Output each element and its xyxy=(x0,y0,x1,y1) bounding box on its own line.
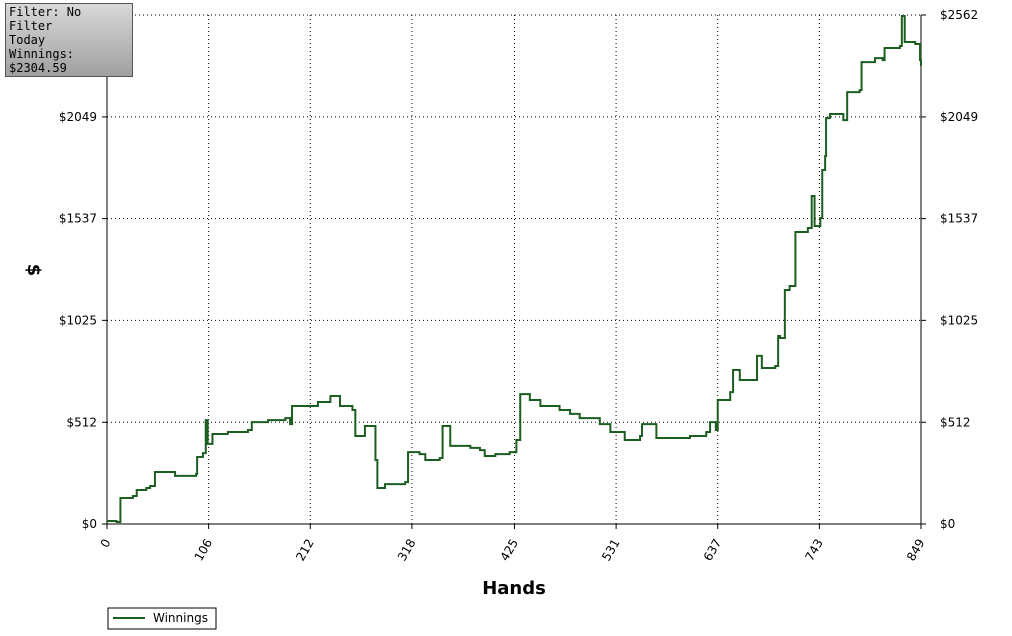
legend-label: Winnings xyxy=(153,611,208,625)
y-tick-label: $1025 xyxy=(59,313,97,327)
y2-tick-label: $1025 xyxy=(940,313,978,327)
info-box: Filter: No Filter Today Winnings: $2304.… xyxy=(5,3,133,77)
info-line: Filter: No Filter xyxy=(9,5,82,33)
x-tick-label: 531 xyxy=(599,537,623,564)
x-tick-label: 849 xyxy=(904,537,928,564)
x-tick-label: 212 xyxy=(293,537,317,564)
x-tick-label: 743 xyxy=(802,537,826,564)
info-line: Winnings: $2304.59 xyxy=(9,47,75,75)
y2-tick-label: $0 xyxy=(940,517,955,531)
y2-tick-label: $1537 xyxy=(940,212,978,226)
x-tick-label: 106 xyxy=(192,537,216,564)
info-line: Today xyxy=(9,33,46,47)
x-tick-label: 637 xyxy=(701,537,725,564)
x-tick-label: 318 xyxy=(395,537,419,564)
x-tick-label: 425 xyxy=(497,537,521,564)
y-axis-label: $ xyxy=(23,264,44,277)
x-tick-label: 0 xyxy=(98,537,114,551)
y-tick-label: $2049 xyxy=(59,110,97,124)
line-series xyxy=(107,14,922,524)
legend-box xyxy=(107,607,217,630)
x-axis-label: Hands xyxy=(482,578,546,599)
y-tick-label: $1537 xyxy=(59,212,97,226)
y-tick-label: $512 xyxy=(66,415,97,429)
y2-tick-label: $2049 xyxy=(940,110,978,124)
y2-tick-label: $2562 xyxy=(940,8,978,22)
y2-tick-label: $512 xyxy=(940,415,971,429)
y-tick-label: $0 xyxy=(82,517,97,531)
